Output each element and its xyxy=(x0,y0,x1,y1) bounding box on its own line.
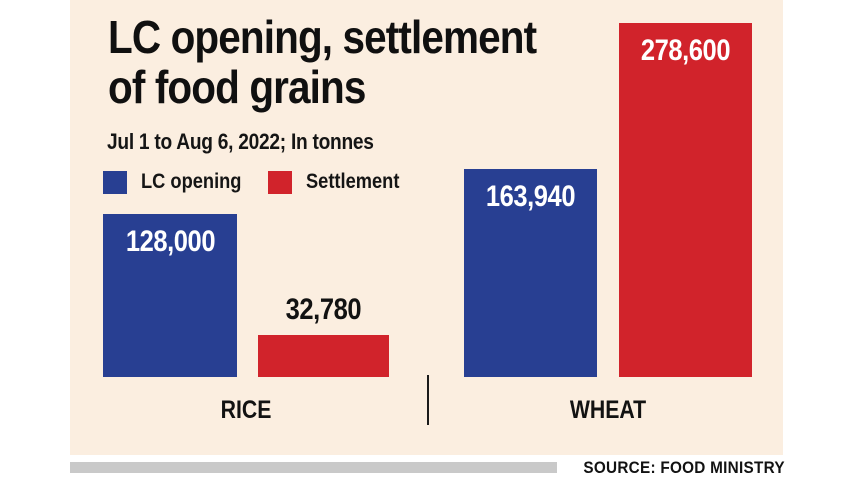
legend-item-settlement: Settlement xyxy=(268,170,413,194)
bar-rice-settlement: 32,780 xyxy=(258,295,389,377)
bar-value-label: 163,940 xyxy=(485,180,576,213)
chart-panel: LC opening, settlement of food grains Ju… xyxy=(70,0,783,455)
legend-label-lc-opening: LC opening xyxy=(141,170,242,193)
category-label-wheat: WHEAT xyxy=(569,396,647,424)
bar-wheat-settlement: 278,600 xyxy=(619,23,752,377)
legend-item-lc-opening: LC opening xyxy=(103,170,256,194)
footer-bar xyxy=(70,462,557,473)
source-credit: SOURCE: FOOD MINISTRY xyxy=(583,458,785,477)
bar-value-label: 278,600 xyxy=(640,34,731,67)
legend-label-settlement: Settlement xyxy=(306,170,400,193)
bar-wheat-lc-opening: 163,940 xyxy=(464,169,597,377)
category-label-rice: RICE xyxy=(220,396,272,424)
chart-subtitle: Jul 1 to Aug 6, 2022; In tonnes xyxy=(107,129,374,154)
chart-title-line-2: of food grains xyxy=(108,61,366,113)
bar-value-label: 128,000 xyxy=(125,225,215,258)
chart-title-line-1: LC opening, settlement xyxy=(108,11,537,63)
category-divider xyxy=(427,375,429,425)
legend-swatch-red xyxy=(268,170,292,194)
bar-rice-lc-opening: 128,000 xyxy=(103,214,237,377)
chart-title: LC opening, settlement of food grains xyxy=(108,11,537,113)
legend-swatch-blue xyxy=(103,170,127,194)
bar-value-label: 32,780 xyxy=(285,293,362,326)
